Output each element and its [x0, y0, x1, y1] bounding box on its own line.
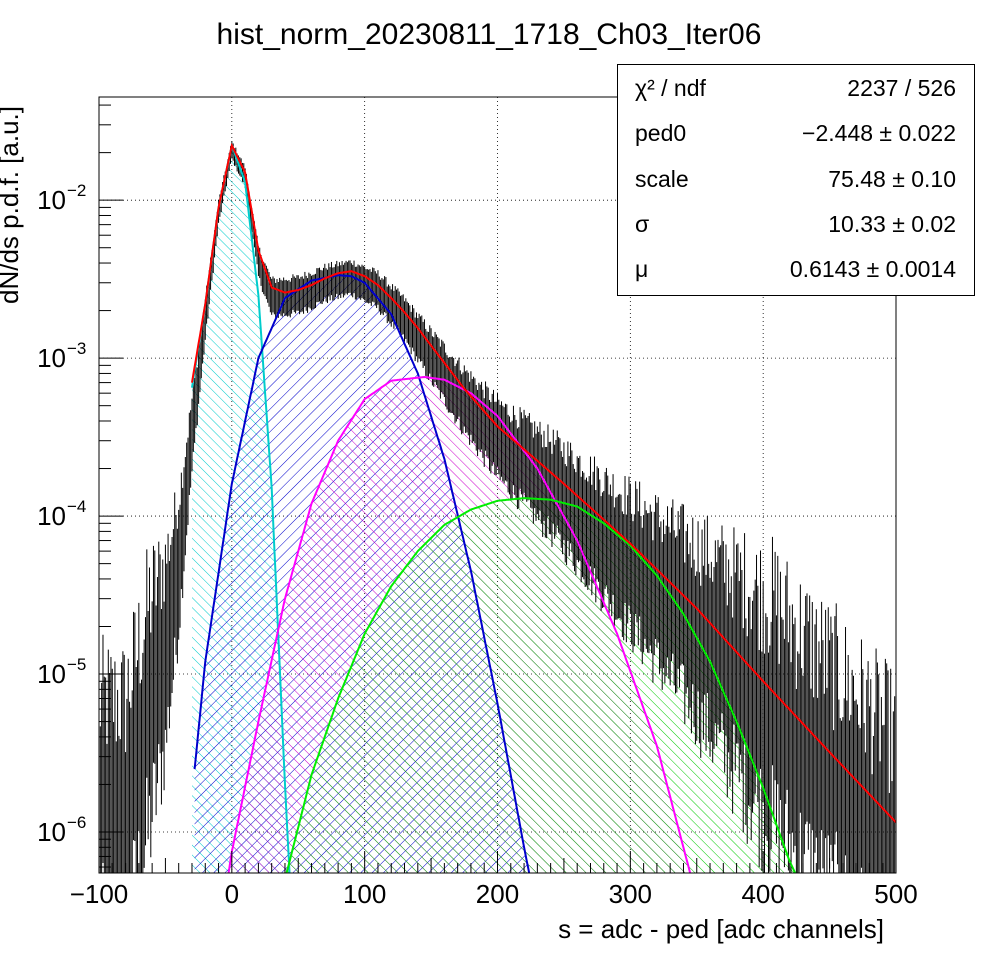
stats-row: ped0 −2.448 ± 0.022 [618, 112, 974, 152]
y-tick-exponent: −3 [67, 339, 86, 358]
stats-label: ped0 [635, 120, 687, 146]
stats-row: χ² / ndf 2237 / 526 [618, 67, 974, 107]
y-tick-exponent: −5 [67, 655, 86, 674]
stats-row: μ 0.6143 ± 0.0014 [618, 248, 974, 288]
stats-label: μ [635, 256, 649, 282]
stats-row: scale 75.48 ± 0.10 [618, 158, 974, 198]
x-tick-label: 200 [476, 879, 519, 909]
stats-row: σ 10.33 ± 0.02 [618, 203, 974, 243]
x-tick-label: 100 [343, 879, 386, 909]
y-tick-label: 10 [37, 343, 66, 373]
stats-label: χ² / ndf [635, 75, 706, 101]
y-tick-label: 10 [37, 185, 66, 215]
y-tick-exponent: −2 [67, 181, 86, 200]
x-axis-label: s = adc - ped [adc channels] [558, 914, 884, 944]
y-axis-ticks: 10−210−310−410−510−6 [37, 104, 123, 868]
stats-value: 2237 / 526 [847, 75, 956, 101]
stats-label: σ [635, 211, 650, 237]
component-curve [227, 375, 692, 873]
total-fit-curve [191, 142, 896, 824]
x-tick-label: −100 [70, 879, 129, 909]
fit-curves [191, 142, 896, 873]
x-tick-label: 0 [225, 879, 239, 909]
y-tick-exponent: −4 [67, 497, 86, 516]
stats-label: scale [635, 166, 689, 192]
x-tick-label: 300 [609, 879, 652, 909]
x-axis-ticks: −100 0 100 200 300 400 500 [70, 851, 918, 909]
y-tick-label: 10 [37, 817, 66, 847]
y-axis-label: dN/ds p.d.f. [a.u.] [0, 106, 24, 304]
component-curve [193, 274, 531, 873]
y-tick-label: 10 [37, 659, 66, 689]
x-tick-label: 500 [874, 879, 917, 909]
stats-value: −2.448 ± 0.022 [802, 120, 956, 146]
component-curve [285, 497, 797, 873]
fit-stats-box: χ² / ndf 2237 / 526 ped0 −2.448 ± 0.022 … [617, 64, 975, 296]
y-tick-exponent: −6 [67, 813, 86, 832]
component-fills [192, 145, 806, 873]
x-tick-label: 400 [741, 879, 784, 909]
stats-value: 75.48 ± 0.10 [828, 166, 956, 192]
stats-value: 0.6143 ± 0.0014 [789, 256, 956, 282]
chart-title: hist_norm_20230811_1718_Ch03_Iter06 [217, 18, 762, 51]
component-fill [285, 498, 806, 873]
stats-value: 10.33 ± 0.02 [828, 211, 956, 237]
y-tick-label: 10 [37, 501, 66, 531]
